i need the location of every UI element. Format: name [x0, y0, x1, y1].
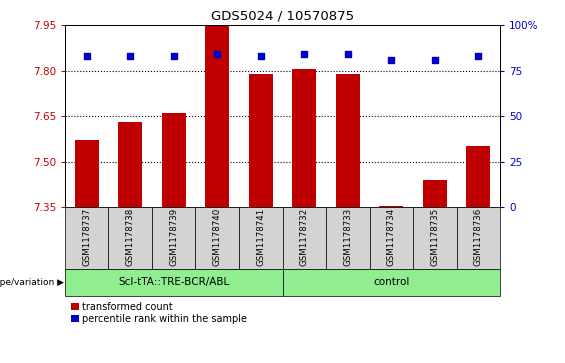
Text: GSM1178738: GSM1178738 [126, 207, 134, 266]
Text: GSM1178733: GSM1178733 [344, 207, 352, 266]
Bar [413, 207, 457, 269]
Bar [466, 146, 490, 207]
Bar [75, 140, 99, 207]
Bar [118, 122, 142, 207]
Point [430, 57, 439, 63]
Bar [65, 269, 282, 296]
Bar [162, 113, 186, 207]
Point [343, 52, 352, 57]
Bar [108, 207, 152, 269]
Point [82, 53, 92, 59]
Bar [152, 207, 195, 269]
Point [169, 53, 178, 59]
Text: ScI-tTA::TRE-BCR/ABL: ScI-tTA::TRE-BCR/ABL [118, 277, 229, 287]
Text: GSM1178737: GSM1178737 [82, 207, 91, 266]
Bar [65, 207, 108, 269]
Bar [292, 69, 316, 207]
Text: GSM1178740: GSM1178740 [213, 207, 221, 266]
Bar [282, 207, 326, 269]
Point [256, 53, 265, 59]
Bar [239, 207, 282, 269]
Bar [326, 207, 370, 269]
Bar [423, 180, 447, 207]
Bar [457, 207, 500, 269]
Bar [195, 207, 239, 269]
Point [386, 57, 396, 63]
Text: GSM1178734: GSM1178734 [387, 207, 396, 266]
Title: GDS5024 / 10570875: GDS5024 / 10570875 [211, 10, 354, 23]
Text: control: control [373, 277, 410, 287]
Point [299, 52, 308, 57]
Text: GSM1178732: GSM1178732 [300, 207, 308, 266]
Text: GSM1178739: GSM1178739 [170, 208, 178, 266]
Text: genotype/variation ▶: genotype/variation ▶ [0, 278, 64, 287]
Point [125, 53, 134, 59]
Bar [205, 25, 229, 207]
Point [473, 53, 483, 59]
Bar [379, 206, 403, 207]
Text: GSM1178741: GSM1178741 [257, 207, 265, 266]
Point [212, 52, 221, 57]
Bar [249, 74, 273, 207]
Bar [282, 269, 500, 296]
Text: GSM1178735: GSM1178735 [431, 207, 439, 266]
Legend: transformed count, percentile rank within the sample: transformed count, percentile rank withi… [70, 301, 249, 325]
Text: GSM1178736: GSM1178736 [474, 207, 483, 266]
Bar [336, 74, 360, 207]
Bar [370, 207, 413, 269]
